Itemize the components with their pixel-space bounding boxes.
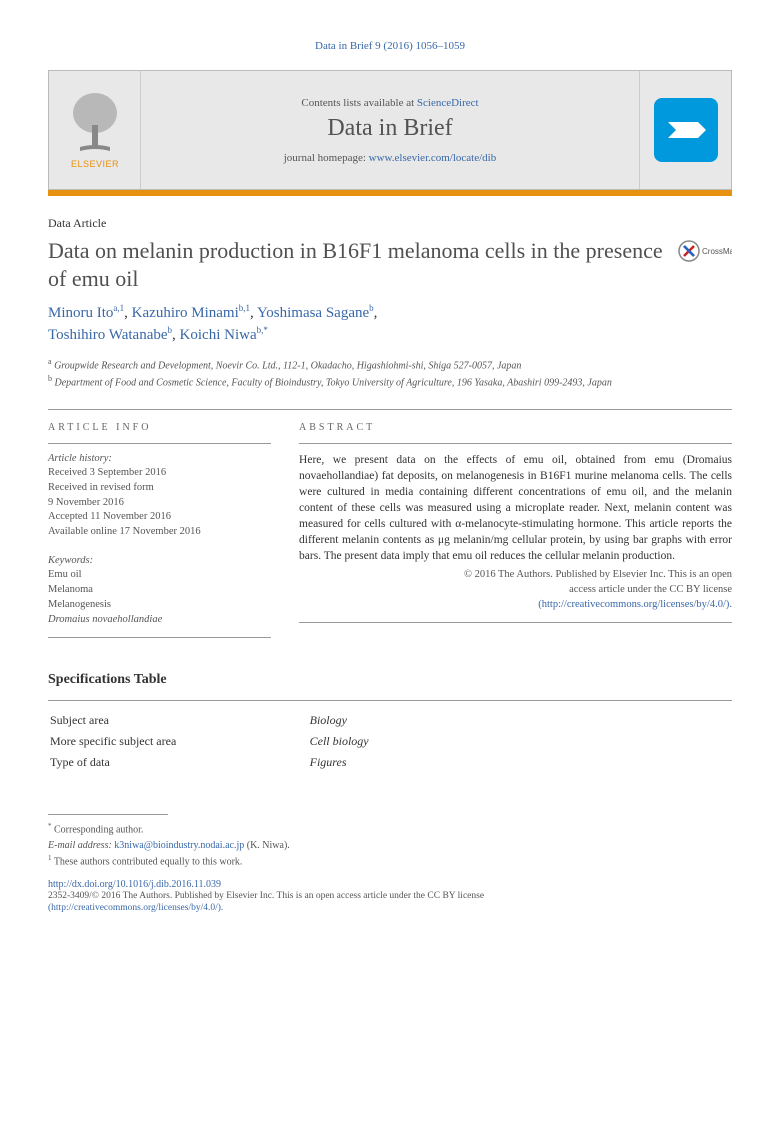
email-footnote: E-mail address: k3niwa@bioindustry.nodai… — [48, 838, 732, 853]
copyright-block: © 2016 The Authors. Published by Elsevie… — [299, 568, 732, 612]
keyword: Melanogenesis — [48, 598, 271, 613]
journal-cover-box — [639, 71, 731, 189]
email-suffix: (K. Niwa). — [244, 840, 290, 851]
affil-sup: b — [48, 374, 52, 383]
article-type: Data Article — [48, 216, 732, 231]
contents-line: Contents lists available at ScienceDirec… — [301, 97, 478, 109]
spec-label: Subject area — [50, 711, 308, 730]
article-history: Article history: Received 3 September 20… — [48, 452, 271, 540]
affiliations: a Groupwide Research and Development, No… — [48, 356, 732, 391]
divider — [299, 443, 732, 444]
abstract-heading: ABSTRACT — [299, 422, 732, 433]
info-abstract-row: ARTICLE INFO Article history: Received 3… — [48, 422, 732, 639]
corr-text: Corresponding author. — [54, 825, 143, 836]
author-name[interactable]: Minoru Ito — [48, 305, 113, 321]
divider — [48, 443, 271, 444]
history-online: Available online 17 November 2016 — [48, 525, 271, 540]
divider — [48, 637, 271, 638]
license-link[interactable]: (http://creativecommons.org/licenses/by/… — [48, 903, 223, 913]
dib-logo-icon — [654, 98, 718, 162]
copyright-line1: © 2016 The Authors. Published by Elsevie… — [464, 569, 732, 580]
corresponding-email-link[interactable]: k3niwa@bioindustry.nodai.ac.jp — [114, 840, 244, 851]
journal-name: Data in Brief — [327, 115, 452, 142]
divider — [48, 409, 732, 410]
spec-value: Figures — [310, 753, 730, 772]
email-label: E-mail address: — [48, 840, 114, 851]
keywords: Keywords: Emu oil Melanoma Melanogenesis… — [48, 554, 271, 627]
elsevier-tree-icon: ELSEVIER — [60, 85, 130, 175]
homepage-line: journal homepage: www.elsevier.com/locat… — [284, 152, 497, 164]
author-sup: b,* — [257, 325, 268, 335]
crossmark-badge[interactable]: CrossMark — [678, 239, 732, 263]
license-text: 2352-3409/© 2016 The Authors. Published … — [48, 891, 484, 901]
doi-link[interactable]: http://dx.doi.org/10.1016/j.dib.2016.11.… — [48, 879, 221, 890]
history-revised: Received in revised form — [48, 481, 271, 496]
table-row: Type of data Figures — [50, 753, 730, 772]
affil-sup: a — [48, 357, 52, 366]
author-name[interactable]: Koichi Niwa — [180, 327, 257, 343]
corresponding-footnote: * Corresponding author. — [48, 821, 732, 837]
spec-table: Subject area Biology More specific subje… — [48, 709, 732, 774]
author-sup: a,1 — [113, 303, 124, 313]
elsevier-label: ELSEVIER — [70, 159, 118, 169]
keyword: Melanoma — [48, 583, 271, 598]
footnotes: * Corresponding author. E-mail address: … — [48, 821, 732, 869]
footnote-divider — [48, 814, 168, 815]
contrib-text: These authors contributed equally to thi… — [54, 856, 243, 867]
doi-line: http://dx.doi.org/10.1016/j.dib.2016.11.… — [48, 879, 732, 890]
history-label: Article history: — [48, 452, 271, 467]
citation: Data in Brief 9 (2016) 1056–1059 — [48, 40, 732, 52]
journal-header: ELSEVIER Contents lists available at Sci… — [48, 70, 732, 190]
spec-label: Type of data — [50, 753, 308, 772]
spec-label: More specific subject area — [50, 732, 308, 751]
contrib-footnote: 1 These authors contributed equally to t… — [48, 853, 732, 869]
spec-label-text: More specific subject area — [50, 734, 176, 748]
copyright-line2: access article under the CC BY license — [569, 584, 732, 595]
crossmark-label: CrossMark — [702, 247, 732, 256]
keyword-italic: Dromaius novaehollandiae — [48, 613, 271, 628]
keyword: Emu oil — [48, 568, 271, 583]
table-row: Subject area Biology — [50, 711, 730, 730]
affiliation-line: a Groupwide Research and Development, No… — [48, 356, 732, 373]
author-name[interactable]: Yoshimasa Sagane — [257, 305, 369, 321]
author-name[interactable]: Toshihiro Watanabe — [48, 327, 168, 343]
affil-text: Department of Food and Cosmetic Science,… — [55, 378, 612, 389]
article-info-col: ARTICLE INFO Article history: Received 3… — [48, 422, 271, 639]
author-sup: b,1 — [239, 303, 250, 313]
history-accepted: Accepted 11 November 2016 — [48, 510, 271, 525]
spec-table-heading: Specifications Table — [48, 672, 732, 688]
affiliation-line: b Department of Food and Cosmetic Scienc… — [48, 373, 732, 390]
divider — [299, 622, 732, 623]
orange-divider — [48, 190, 732, 196]
homepage-link[interactable]: www.elsevier.com/locate/dib — [369, 152, 497, 164]
history-received: Received 3 September 2016 — [48, 466, 271, 481]
title-row: Data on melanin production in B16F1 mela… — [48, 237, 732, 292]
table-row: More specific subject area Cell biology — [50, 732, 730, 751]
article-title: Data on melanin production in B16F1 mela… — [48, 237, 666, 292]
spec-value: Cell biology — [310, 732, 730, 751]
author-name[interactable]: Kazuhiro Minami — [132, 305, 239, 321]
cc-license-link[interactable]: (http://creativecommons.org/licenses/by/… — [538, 599, 732, 610]
license-footer: 2352-3409/© 2016 The Authors. Published … — [48, 890, 732, 915]
divider — [48, 700, 732, 701]
history-revised-date: 9 November 2016 — [48, 496, 271, 511]
keywords-label: Keywords: — [48, 554, 271, 569]
publisher-logo-box: ELSEVIER — [49, 71, 141, 189]
spec-value: Biology — [310, 711, 730, 730]
affil-text: Groupwide Research and Development, Noev… — [54, 360, 521, 371]
homepage-prefix: journal homepage: — [284, 152, 369, 164]
sciencedirect-link[interactable]: ScienceDirect — [417, 97, 479, 109]
page-container: Data in Brief 9 (2016) 1056–1059 ELSEVIE… — [0, 0, 780, 945]
contents-prefix: Contents lists available at — [301, 97, 416, 109]
header-center: Contents lists available at ScienceDirec… — [141, 71, 639, 189]
info-heading: ARTICLE INFO — [48, 422, 271, 433]
abstract-text: Here, we present data on the effects of … — [299, 452, 732, 565]
abstract-col: ABSTRACT Here, we present data on the ef… — [299, 422, 732, 639]
authors-list: Minoru Itoa,1, Kazuhiro Minamib,1, Yoshi… — [48, 302, 732, 346]
